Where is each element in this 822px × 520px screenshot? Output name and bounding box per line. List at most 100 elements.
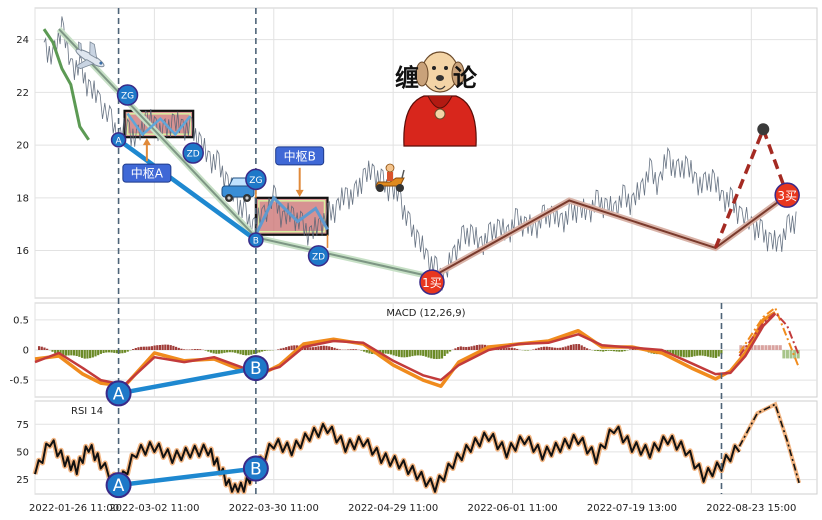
rsi-forecast-line [738,403,800,484]
macd-histogram-bar [513,348,516,350]
macd-histogram-bar [293,345,296,350]
macd-histogram-bar [250,350,253,355]
macd-histogram-bar [406,350,409,358]
macd-histogram-bar [478,344,481,350]
macd-histogram-bar [623,350,626,352]
macd-histogram-bar [132,349,135,350]
macd-histogram-bar [674,350,677,356]
macd-histogram-bar [209,350,213,353]
price-marker [245,168,267,191]
rsi-marker [105,472,132,499]
macd-histogram-bar [180,348,183,350]
macd-histogram-bar [290,345,293,350]
macd-histogram-bar [532,349,535,350]
rsi-panel-title: RSI 14 [71,406,103,417]
chanlun-title-art: 缠论 [395,64,511,92]
rsi-marker-label: A [113,476,125,496]
macd-histogram-bar [427,350,430,358]
macd-histogram-bar [500,348,503,350]
x-tick-label: 2022-07-19 13:00 [587,503,677,514]
macd-histogram-bar [545,346,548,350]
macd-histogram-bar [717,350,720,357]
price-marker [248,232,264,248]
price-marker-label: ZG [121,92,134,102]
macd-histogram-bar [183,349,186,350]
macd-histogram-bar [704,350,707,357]
y-tick-label: -0.5 [9,376,29,387]
macd-histogram-bar [220,350,223,354]
segment-up-line [431,194,788,278]
x-tick-label: 2022-04-29 11:00 [348,503,438,514]
macd-histogram-bar [387,350,390,354]
macd-histogram-bar [126,350,129,352]
macd-histogram-bar [174,346,178,350]
macd-histogram-bar [145,346,148,350]
hub-b-label: 中枢B [284,148,316,163]
hub-b-zigzag [254,195,329,236]
macd-histogram-bar [516,348,519,350]
x-tick-label: 2022-03-02 11:00 [109,503,199,514]
macd-histogram-bar [551,347,554,350]
macd-histogram-bar [682,350,685,358]
projection-peak-dot [757,123,770,136]
macd-histogram-bar [432,350,436,359]
macd-histogram-bar [685,350,688,358]
macd-histogram-bar [440,350,444,359]
macd-histogram-bar [234,350,237,353]
macd-histogram-bar [706,350,710,357]
macd-histogram-bar [505,347,508,350]
price-marker-label: 1买 [422,276,442,290]
macd-histogram-bar [51,350,54,352]
macd-histogram-bar [349,349,352,350]
macd-histogram-bar [150,346,154,350]
macd-histogram-bar [709,350,712,358]
macd-histogram-bar [448,350,452,352]
macd-histogram-bar [338,349,342,350]
macd-histogram-bar [169,345,172,350]
macd-histogram-bar [320,345,323,350]
macd-histogram-bar [696,350,699,356]
macd-dif-line [34,311,777,388]
macd-marker-label: B [250,359,262,379]
price-marker [182,142,204,164]
macd-histogram-bar [97,350,100,356]
macd-histogram-bar [67,350,70,356]
price-marker-label: ZG [249,176,262,186]
macd-histogram-bar [242,350,245,355]
macd-histogram-bar [86,350,89,359]
macd-histogram-bar [137,347,140,350]
macd-histogram-bar [424,350,428,357]
x-tick-label: 2022-03-30 11:00 [229,503,319,514]
macd-histogram-bar [228,350,231,353]
macd-histogram-bar [596,350,599,352]
macd-histogram-bar [328,346,331,350]
macd-forecast-bar [789,350,793,359]
macd-histogram-bar [258,350,261,353]
macd-histogram-bar [134,347,137,350]
hub-a-zigzag [126,112,192,137]
price-marker-label: B [253,237,259,247]
price-marker-label: A [115,136,122,146]
macd-histogram-bar [502,348,505,350]
macd-histogram-bar [403,350,406,358]
macd-histogram-bar [556,347,559,350]
macd-histogram-bar [177,347,180,350]
macd-histogram-bar [620,350,624,352]
y-tick-label: 25 [16,475,29,486]
macd-histogram-bar [105,350,108,353]
macd-histogram-bar [690,350,693,357]
macd-forecast-bar [771,345,775,350]
macd-histogram-bar [330,347,333,350]
macd-marker [105,380,132,407]
rsi-marker-label: B [250,460,262,480]
macd-histogram-bar [89,350,92,359]
macd-histogram-bar [618,350,621,352]
macd-histogram-bar [459,346,462,350]
macd-histogram-bar [83,350,86,359]
macd-histogram-bar [508,347,511,350]
macd-forecast-dif [738,306,801,369]
macd-histogram-bar [99,350,102,354]
macd-histogram-bar [473,345,476,350]
macd-histogram-bar [204,350,207,351]
car-icon [221,177,255,202]
